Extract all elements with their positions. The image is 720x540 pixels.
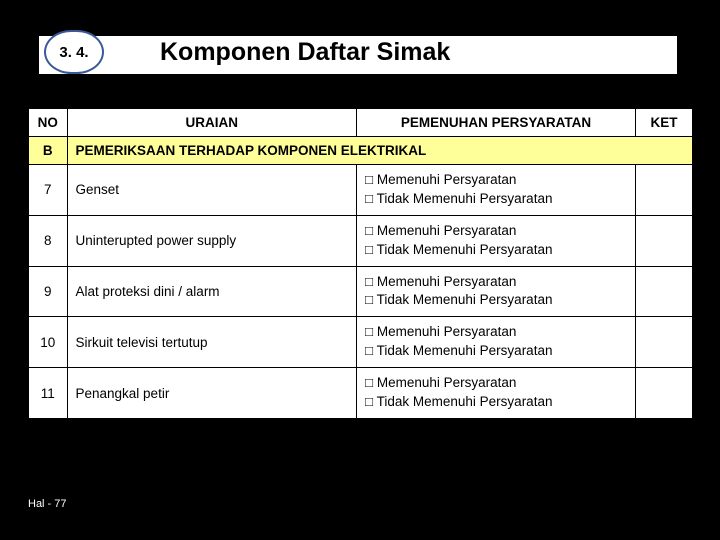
- row-pemenuhan: □ Memenuhi Persyaratan □ Tidak Memenuhi …: [356, 165, 635, 216]
- option-yes: □ Memenuhi Persyaratan: [365, 374, 627, 393]
- option-yes: □ Memenuhi Persyaratan: [365, 273, 627, 292]
- col-pemenuhan-header: PEMENUHAN PERSYARATAN: [356, 109, 635, 137]
- table-header-row: NO URAIAN PEMENUHAN PERSYARATAN KET: [29, 109, 693, 137]
- col-no-header: NO: [29, 109, 68, 137]
- option-no: □ Tidak Memenuhi Persyaratan: [365, 190, 627, 209]
- row-ket: [636, 317, 693, 368]
- row-ket: [636, 215, 693, 266]
- row-no: 8: [29, 215, 68, 266]
- row-uraian: Alat proteksi dini / alarm: [67, 266, 356, 317]
- option-yes: □ Memenuhi Persyaratan: [365, 222, 627, 241]
- row-pemenuhan: □ Memenuhi Persyaratan □ Tidak Memenuhi …: [356, 368, 635, 419]
- row-uraian: Uninterupted power supply: [67, 215, 356, 266]
- row-pemenuhan: □ Memenuhi Persyaratan □ Tidak Memenuhi …: [356, 266, 635, 317]
- col-ket-header: KET: [636, 109, 693, 137]
- row-no: 9: [29, 266, 68, 317]
- option-no: □ Tidak Memenuhi Persyaratan: [365, 291, 627, 310]
- page-title: Komponen Daftar Simak: [160, 38, 450, 67]
- option-no: □ Tidak Memenuhi Persyaratan: [365, 241, 627, 260]
- table-row: 11 Penangkal petir □ Memenuhi Persyarata…: [29, 368, 693, 419]
- row-pemenuhan: □ Memenuhi Persyaratan □ Tidak Memenuhi …: [356, 215, 635, 266]
- option-yes: □ Memenuhi Persyaratan: [365, 171, 627, 190]
- option-yes: □ Memenuhi Persyaratan: [365, 323, 627, 342]
- page-footer: Hal - 77: [28, 498, 67, 510]
- row-uraian: Penangkal petir: [67, 368, 356, 419]
- row-no: 10: [29, 317, 68, 368]
- badge-number: 3. 4.: [59, 44, 88, 61]
- table-row: 10 Sirkuit televisi tertutup □ Memenuhi …: [29, 317, 693, 368]
- row-ket: [636, 266, 693, 317]
- table-row: 9 Alat proteksi dini / alarm □ Memenuhi …: [29, 266, 693, 317]
- table-row: 8 Uninterupted power supply □ Memenuhi P…: [29, 215, 693, 266]
- checklist-table: NO URAIAN PEMENUHAN PERSYARATAN KET B PE…: [28, 108, 693, 419]
- row-uraian: Sirkuit televisi tertutup: [67, 317, 356, 368]
- option-no: □ Tidak Memenuhi Persyaratan: [365, 393, 627, 412]
- col-uraian-header: URAIAN: [67, 109, 356, 137]
- section-label: B: [29, 137, 68, 165]
- row-ket: [636, 165, 693, 216]
- table-row: 7 Genset □ Memenuhi Persyaratan □ Tidak …: [29, 165, 693, 216]
- section-badge: 3. 4.: [44, 30, 104, 74]
- row-pemenuhan: □ Memenuhi Persyaratan □ Tidak Memenuhi …: [356, 317, 635, 368]
- row-ket: [636, 368, 693, 419]
- row-no: 11: [29, 368, 68, 419]
- option-no: □ Tidak Memenuhi Persyaratan: [365, 342, 627, 361]
- section-text: PEMERIKSAAN TERHADAP KOMPONEN ELEKTRIKAL: [67, 137, 693, 165]
- row-uraian: Genset: [67, 165, 356, 216]
- row-no: 7: [29, 165, 68, 216]
- section-row: B PEMERIKSAAN TERHADAP KOMPONEN ELEKTRIK…: [29, 137, 693, 165]
